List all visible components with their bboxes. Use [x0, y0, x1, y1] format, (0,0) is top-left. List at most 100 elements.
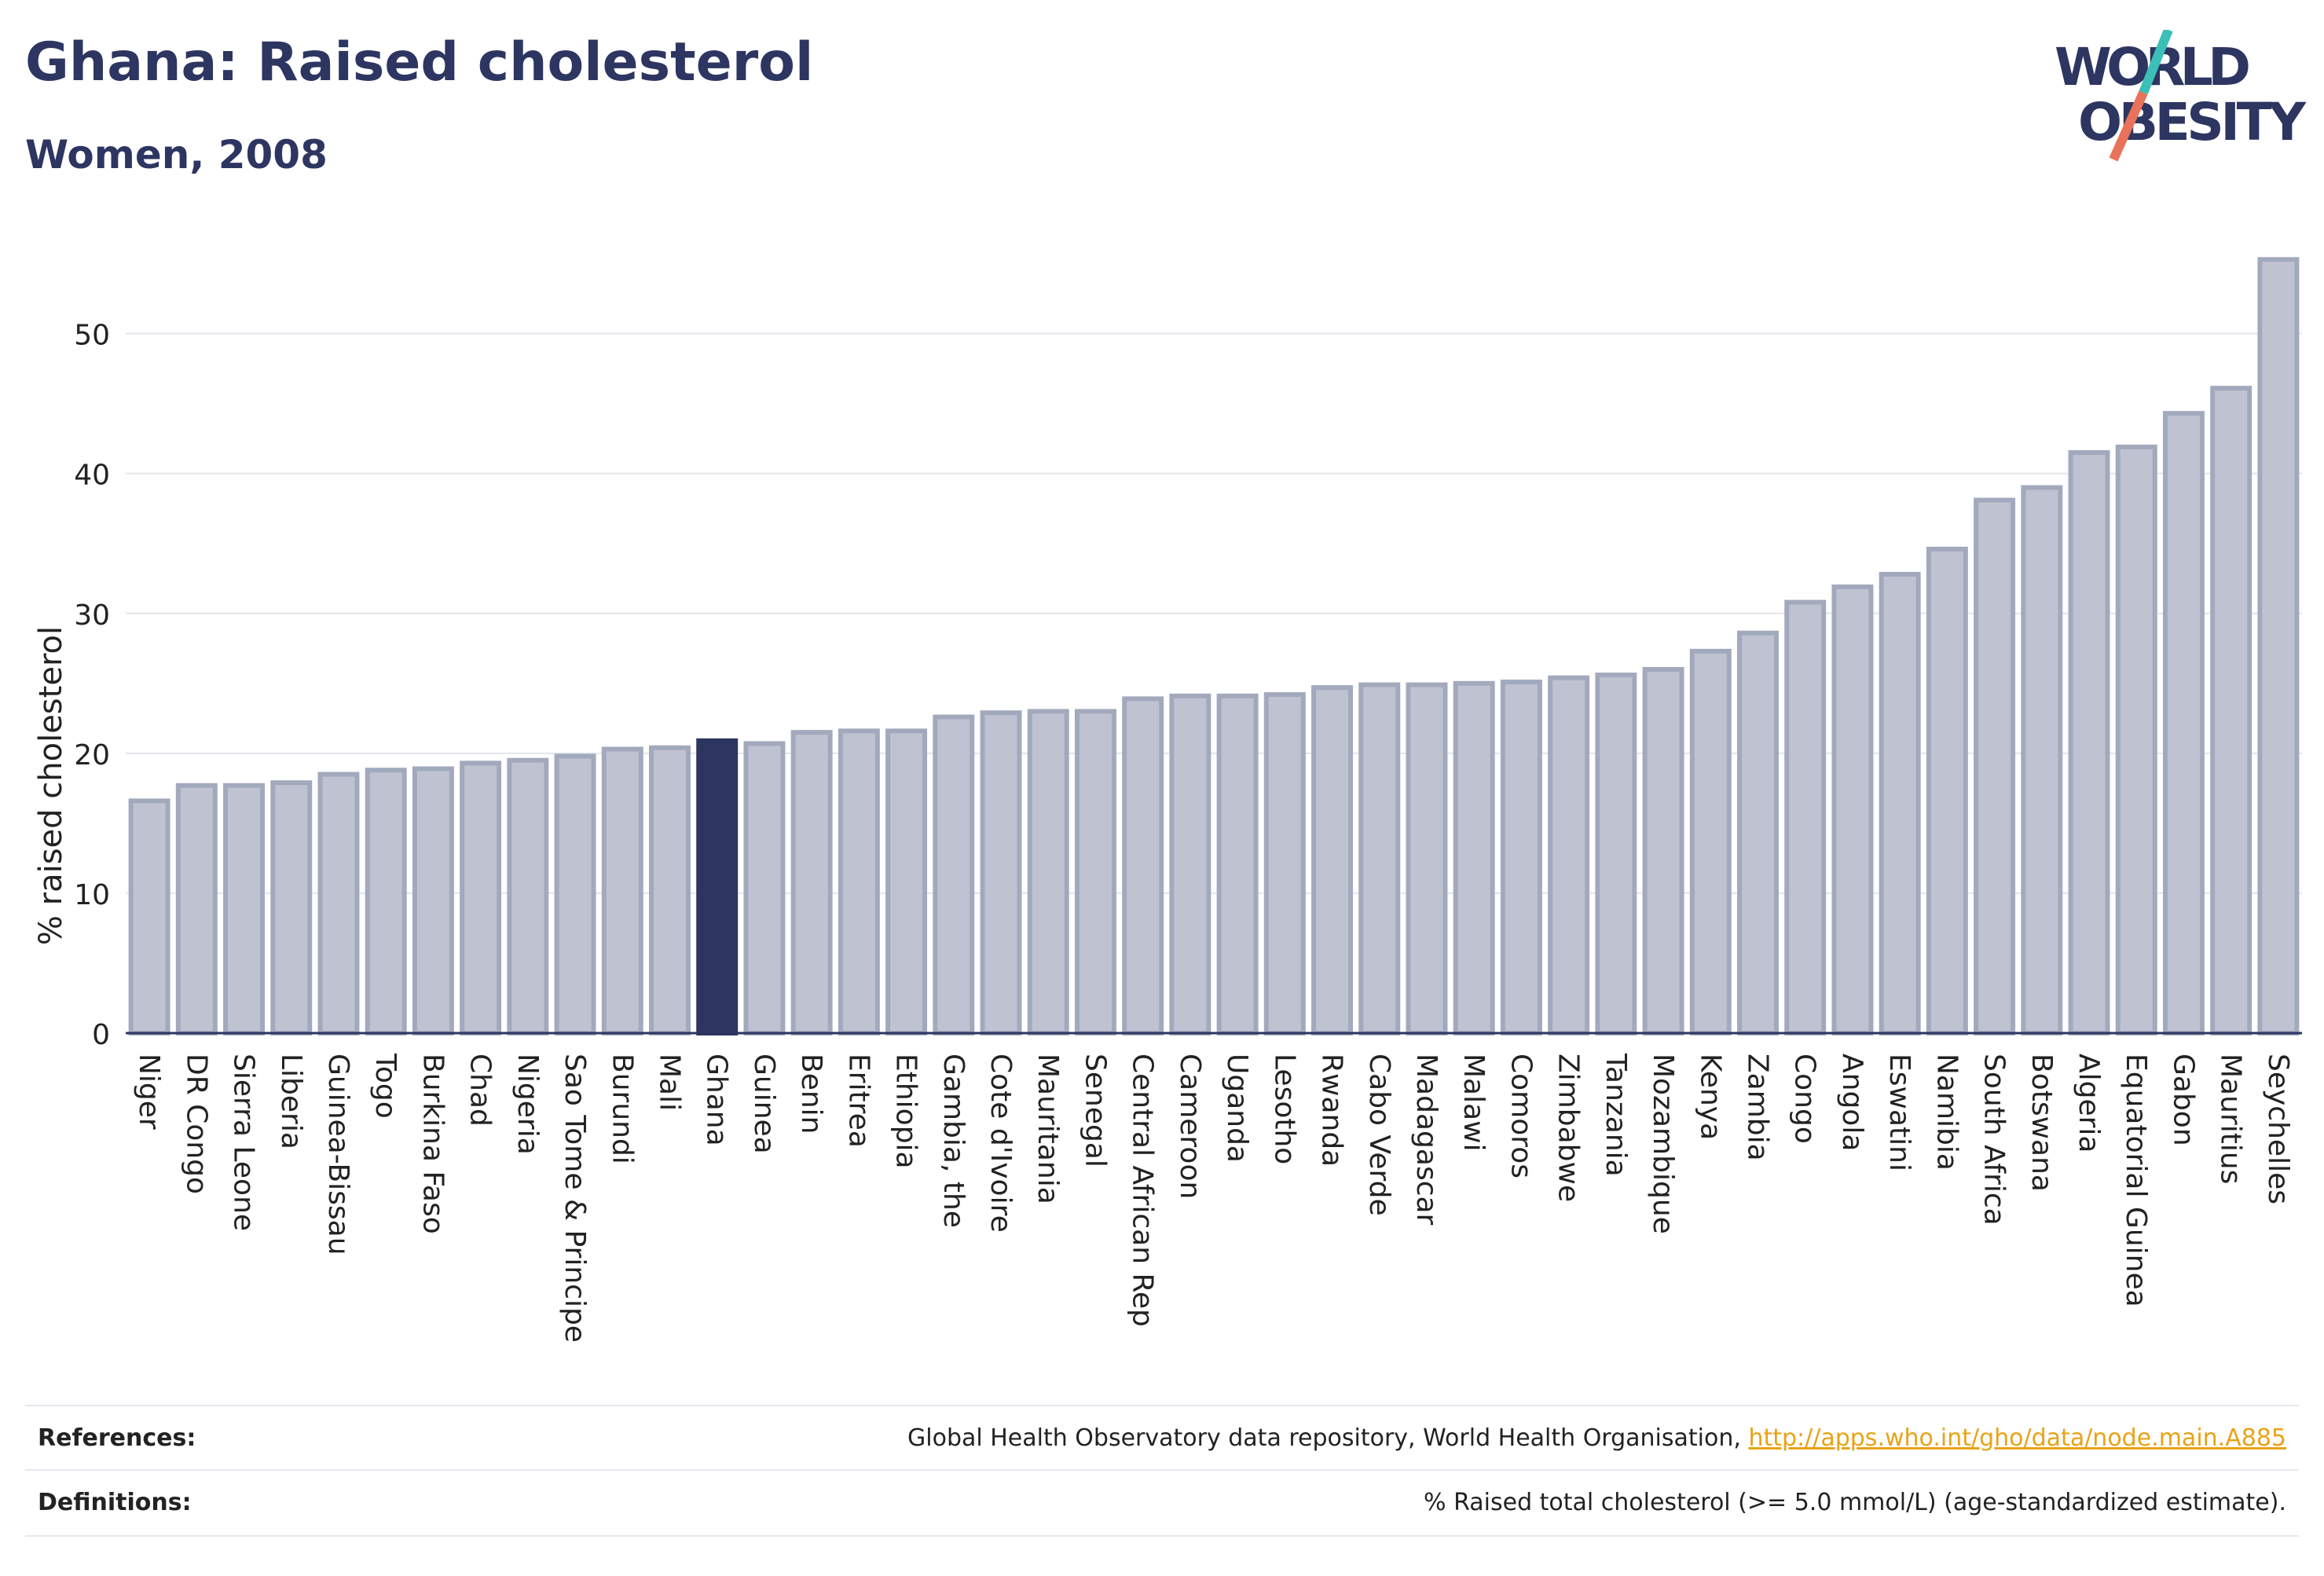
bar-mali — [649, 745, 691, 1035]
bar-burkina-faso — [412, 766, 454, 1036]
bar-rwanda — [1311, 685, 1354, 1036]
x-tick-label: South Africa — [1978, 1054, 2011, 1226]
bar-zambia — [1737, 630, 1779, 1035]
x-tick-label: Mali — [654, 1054, 686, 1111]
definitions-label: Definitions: — [38, 1488, 192, 1516]
bar-chad — [460, 761, 502, 1036]
bar-zimbabwe — [1548, 675, 1590, 1036]
bar-ethiopia — [885, 728, 928, 1035]
x-tick-label: Liberia — [275, 1054, 307, 1149]
bar-liberia — [270, 780, 313, 1035]
references-row: References: Global Health Observatory da… — [25, 1405, 2299, 1469]
x-tick-label: Ghana — [701, 1054, 733, 1146]
bar-niger — [128, 798, 170, 1035]
references-source: Global Health Observatory data repositor… — [907, 1424, 1749, 1452]
bar-comoros — [1500, 680, 1542, 1036]
bar-gabon — [2162, 411, 2205, 1035]
chart-subtitle: Women, 2008 — [25, 132, 328, 178]
bar-mauritius — [2210, 386, 2253, 1035]
y-tick-label: 0 — [92, 1019, 110, 1051]
bar-congo — [1784, 599, 1827, 1035]
bar-central-african-rep — [1122, 696, 1164, 1035]
bar-angola — [1831, 584, 1874, 1035]
bar-malawi — [1453, 680, 1495, 1036]
bar-nigeria — [507, 757, 549, 1036]
references-label: References: — [38, 1424, 196, 1452]
bar-madagascar — [1406, 682, 1448, 1036]
x-tick-label: Angola — [1836, 1054, 1868, 1151]
logo-slash-teal — [2139, 30, 2173, 95]
bar-lesotho — [1263, 692, 1306, 1035]
x-tick-label: Mauritius — [2215, 1054, 2247, 1184]
x-tick-label: Rwanda — [1316, 1054, 1348, 1167]
x-tick-label: Burkina Faso — [416, 1054, 449, 1234]
bar-guinea — [743, 741, 786, 1035]
x-tick-label: Guinea-Bissau — [322, 1054, 354, 1255]
x-tick-label: Central African Rep — [1127, 1054, 1159, 1327]
bar-botswana — [2021, 485, 2063, 1035]
y-tick-label: 30 — [74, 599, 110, 632]
x-tick-label: Benin — [795, 1054, 827, 1134]
x-tick-label: Togo — [369, 1053, 401, 1119]
x-tick-label: Eswatini — [1883, 1054, 1915, 1171]
bar-uganda — [1216, 693, 1259, 1035]
x-tick-label: Lesotho — [1268, 1054, 1300, 1164]
world-obesity-logo: WORLD OBESITY — [2055, 30, 2307, 162]
bar-algeria — [2068, 450, 2110, 1035]
x-tick-label: Congo — [1789, 1054, 1821, 1144]
x-tick-label: Ethiopia — [890, 1054, 922, 1169]
x-tick-label: Zambia — [1742, 1054, 1774, 1161]
x-tick-label: Comoros — [1505, 1054, 1537, 1178]
bar-sierra-leone — [223, 783, 266, 1035]
x-tick-label: Gabon — [2167, 1054, 2199, 1146]
x-tick-label: Nigeria — [511, 1054, 544, 1155]
x-tick-label: Mauritania — [1032, 1054, 1064, 1204]
bar-tanzania — [1595, 673, 1637, 1036]
x-tick-label: Tanzania — [1600, 1053, 1632, 1177]
y-axis-label: % raised cholesterol — [33, 626, 69, 945]
bar-eritrea — [838, 728, 880, 1035]
y-tick-label: 50 — [74, 320, 110, 352]
bar-gambia-the — [933, 714, 975, 1035]
bar-eswatini — [1879, 571, 1921, 1035]
x-tick-label: Equatorial Guinea — [2120, 1054, 2152, 1307]
bar-namibia — [1926, 546, 1968, 1035]
x-tick-label: Eritrea — [842, 1054, 874, 1148]
x-tick-label: Gambia, the — [937, 1054, 970, 1228]
bar-togo — [365, 768, 407, 1036]
x-tick-label: Malawi — [1457, 1054, 1490, 1152]
x-tick-label: Niger — [133, 1054, 165, 1130]
x-tick-label: Senegal — [1079, 1054, 1111, 1167]
x-tick-label: Sierra Leone — [228, 1054, 260, 1231]
definitions-row: Definitions: % Raised total cholesterol … — [25, 1469, 2299, 1534]
x-tick-label: Kenya — [1694, 1054, 1726, 1140]
x-tick-label: DR Congo — [180, 1054, 212, 1194]
bar-burundi — [601, 746, 643, 1035]
footer-divider — [25, 1535, 2299, 1537]
x-tick-label: Cote d'Ivoire — [984, 1054, 1017, 1233]
x-tick-label: Uganda — [1221, 1054, 1253, 1163]
x-tick-label: Guinea — [748, 1054, 780, 1154]
x-tick-label: Zimbabwe — [1552, 1054, 1585, 1202]
y-axis: 0 10 20 30 40 50 — [74, 320, 110, 1051]
x-tick-label: Cameroon — [1174, 1054, 1206, 1199]
logo-slash-coral — [2109, 90, 2148, 162]
bar-chart: 0 10 20 30 40 50 Niger DR Congo Sierra Leone Lib… — [33, 257, 2302, 1343]
bar-mozambique — [1642, 667, 1684, 1035]
bar-benin — [790, 730, 833, 1035]
y-tick-label: 40 — [74, 460, 110, 492]
x-tick-label: Madagascar — [1410, 1054, 1442, 1226]
x-axis: Niger DR Congo Sierra Leone Liberia Guinea-B… — [126, 1032, 2302, 1343]
bar-seychelles — [2257, 257, 2300, 1036]
definitions-text: % Raised total cholesterol (>= 5.0 mmol/… — [1424, 1488, 2286, 1516]
references-text: Global Health Observatory data repositor… — [907, 1424, 2299, 1452]
bar-senegal — [1074, 709, 1116, 1035]
bars — [128, 257, 2300, 1036]
bar-cote-d-ivoire — [980, 710, 1022, 1035]
x-tick-label: Algeria — [2073, 1054, 2105, 1153]
y-tick-label: 20 — [74, 739, 110, 772]
bar-dr-congo — [175, 783, 218, 1035]
references-link[interactable]: http://apps.who.int/gho/data/node.main.A… — [1748, 1424, 2286, 1452]
bar-ghana — [696, 738, 739, 1035]
x-tick-label: Seychelles — [2262, 1054, 2294, 1204]
